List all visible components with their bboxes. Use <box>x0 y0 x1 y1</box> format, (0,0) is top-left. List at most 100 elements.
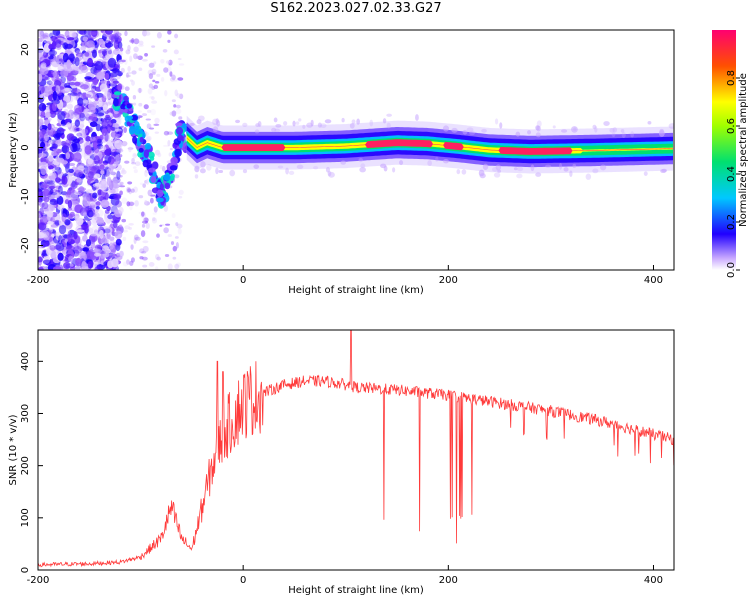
noise-cell <box>65 139 72 146</box>
noise-cell <box>442 158 449 164</box>
noise-cell <box>317 122 322 128</box>
noise-cell <box>146 109 152 113</box>
noise-cell <box>45 85 53 96</box>
noise-cell <box>175 222 179 226</box>
noise-cell <box>386 113 392 117</box>
noise-cell <box>52 266 62 270</box>
noise-cell <box>126 259 130 265</box>
noise-cell <box>630 131 635 138</box>
noise-cell <box>109 33 117 42</box>
noise-cell <box>479 173 486 179</box>
noise-cell <box>90 66 98 74</box>
noise-cell <box>115 243 121 252</box>
noise-cell <box>277 165 284 169</box>
noise-cell <box>87 260 94 269</box>
noise-cell <box>47 183 56 188</box>
noise-cell <box>60 68 69 78</box>
noise-cell <box>83 30 92 38</box>
noise-cell <box>298 118 302 122</box>
noise-cell <box>50 192 58 196</box>
noise-cell <box>139 248 145 254</box>
noise-cell <box>166 66 172 73</box>
noise-cell <box>142 264 148 268</box>
noise-cell <box>56 95 61 101</box>
noise-cell <box>328 171 335 178</box>
colorbar-label: Normalized spectral amplitude <box>738 73 749 227</box>
chart-title: S162.2023.027.02.33.G27 <box>270 1 442 16</box>
colorbar-tick-label: 0.2 <box>726 214 737 230</box>
noise-cell <box>76 132 83 137</box>
noise-cell <box>149 127 155 130</box>
noise-cell <box>177 77 184 81</box>
noise-cell <box>53 237 59 244</box>
noise-cell <box>621 131 626 138</box>
noise-cell <box>82 196 91 207</box>
noise-cell <box>43 175 53 182</box>
noise-cell <box>135 236 141 241</box>
noise-cell <box>132 102 137 106</box>
noise-cell <box>52 172 57 181</box>
noise-cell <box>55 177 61 183</box>
noise-cell <box>52 102 57 112</box>
noise-cell <box>38 213 42 218</box>
noise-cell <box>128 223 134 226</box>
noise-cell <box>611 132 616 138</box>
ridge-cell <box>128 125 136 135</box>
noise-cell <box>91 93 98 101</box>
noise-cell <box>142 245 149 253</box>
noise-cell <box>119 51 123 56</box>
noise-cell <box>38 91 41 97</box>
noise-cell <box>67 144 73 153</box>
noise-cell <box>535 125 540 131</box>
noise-cell <box>84 51 90 57</box>
noise-cell <box>94 252 101 257</box>
noise-cell <box>101 48 110 52</box>
noise-cell <box>119 175 123 178</box>
noise-cell <box>296 164 304 169</box>
noise-cell <box>151 45 156 48</box>
noise-cell <box>145 137 151 143</box>
x-tick-label: 0 <box>240 275 246 286</box>
noise-cell <box>572 163 577 169</box>
noise-cell <box>66 59 71 70</box>
noise-cell <box>229 169 236 177</box>
spectrogram-frame <box>37 29 675 271</box>
noise-cell <box>55 171 65 179</box>
noise-cell <box>82 235 88 242</box>
noise-cell <box>128 201 135 206</box>
noise-cell <box>174 89 178 97</box>
noise-cell <box>154 80 160 84</box>
noise-cell <box>53 80 62 87</box>
noise-cell <box>107 214 114 220</box>
noise-cell <box>109 252 116 261</box>
noise-cell <box>104 226 113 235</box>
noise-cell <box>111 123 119 128</box>
noise-cell <box>70 70 79 74</box>
noise-cell <box>456 169 461 175</box>
noise-cell <box>40 141 46 149</box>
noise-cell <box>81 223 87 232</box>
noise-cell <box>80 45 87 51</box>
noise-cell <box>129 203 133 211</box>
noise-cell <box>38 30 44 38</box>
noise-cell <box>544 164 552 168</box>
noise-cell <box>95 92 104 98</box>
noise-cell <box>103 50 108 56</box>
noise-cell <box>78 139 86 150</box>
snr-frame <box>37 329 675 571</box>
noise-cell <box>127 188 131 193</box>
noise-cell <box>74 47 80 54</box>
noise-cell <box>194 165 200 173</box>
noise-cell <box>138 40 144 46</box>
noise-cell <box>97 189 103 196</box>
noise-cell <box>120 125 124 128</box>
ridge-cell <box>144 142 152 150</box>
noise-cell <box>75 52 84 57</box>
x-tick-label: -200 <box>27 275 50 286</box>
noise-cell <box>178 63 185 66</box>
noise-cell <box>177 228 182 235</box>
noise-cell <box>106 80 111 89</box>
noise-cell <box>50 250 57 260</box>
noise-cell <box>295 121 300 125</box>
noise-cell <box>61 175 68 185</box>
